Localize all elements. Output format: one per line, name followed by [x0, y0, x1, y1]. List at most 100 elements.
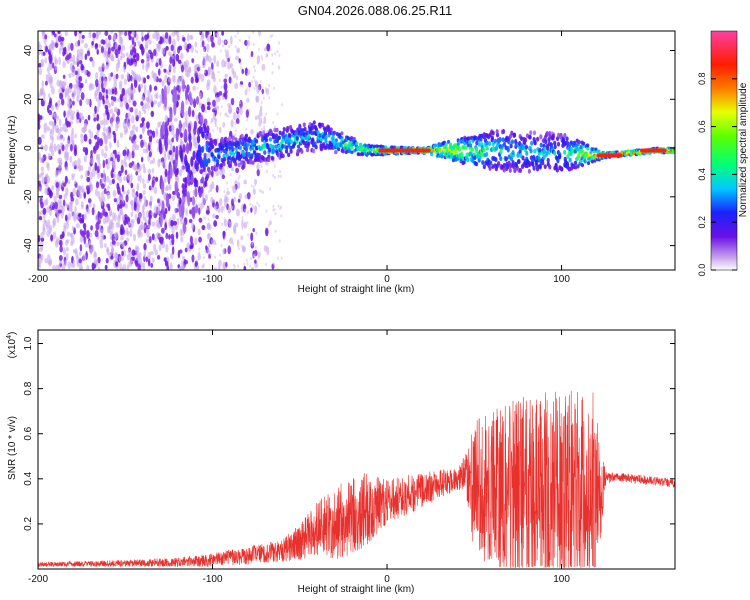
spectrogram-noise-blob: [44, 57, 48, 64]
spectrogram-noise-blob: [110, 46, 115, 52]
spectrogram-noise-blob: [254, 259, 257, 264]
spectrogram-faint-dot: [258, 122, 261, 126]
spectrogram-band-blob: [516, 152, 520, 158]
spectrogram-noise-blob: [92, 32, 97, 39]
spectrogram-noise-blob: [63, 225, 67, 234]
spectrogram-faint-dot: [273, 164, 276, 168]
spectrogram-noise-blob: [105, 158, 108, 165]
spectrogram-faint-dot: [245, 127, 248, 131]
snr-x-label: Height of straight line (km): [298, 584, 415, 595]
spectrogram-noise-blob: [176, 94, 180, 101]
spectrogram-band-blob: [305, 147, 310, 153]
spectrogram-band-blob: [469, 143, 473, 148]
spectrogram-noise-blob: [110, 248, 114, 255]
spectrogram-noise-blob: [143, 87, 147, 96]
spectrogram-noise-blob: [95, 43, 98, 48]
spectrogram-noise-blob: [49, 80, 53, 89]
spectrogram-noise-blob: [83, 213, 87, 220]
spectrogram-band-blob: [248, 160, 253, 165]
spectrogram-noise-blob: [80, 39, 85, 44]
spectrogram-band-blob: [272, 148, 276, 154]
spectrogram-noise-blob: [191, 222, 195, 230]
spectrogram-faint-dot: [244, 208, 247, 212]
spectrogram-noise-blob: [55, 105, 59, 111]
spectrogram-faint-dot: [265, 54, 268, 58]
spectrogram-band-blob: [289, 149, 293, 154]
spectrogram-noise-blob: [241, 218, 244, 228]
spectrogram-noise-blob: [157, 68, 161, 76]
spectrogram-noise-blob: [48, 120, 53, 126]
spectrogram-noise-blob: [58, 209, 62, 214]
spectrogram-noise-blob: [89, 248, 93, 255]
spectrogram-noise-blob: [95, 78, 99, 88]
spectrogram-faint-dot: [214, 242, 217, 246]
spectrogram-noise-blob: [168, 64, 173, 71]
spectrogram-noise-blob: [48, 93, 51, 99]
spectrogram-noise-blob: [84, 123, 88, 128]
spectrogram-noise-blob: [41, 99, 45, 107]
spectrogram-noise-blob: [164, 222, 168, 231]
spectrogram-noise-blob: [135, 200, 139, 205]
spectrogram-noise-blob: [180, 260, 184, 267]
spectrogram-noise-blob: [75, 198, 79, 206]
spectrogram-band-blob: [190, 174, 194, 185]
spectrogram-faint-dot: [274, 212, 277, 216]
spectrogram-band-blob: [286, 126, 290, 131]
spectrogram-noise-blob: [199, 168, 204, 174]
spectrogram-faint-dot: [225, 57, 228, 62]
spectrogram-band-blob: [159, 212, 163, 228]
spectrogram-noise-blob: [45, 73, 49, 81]
spectrogram-noise-blob: [76, 95, 80, 103]
spectrogram-faint-dot: [218, 253, 221, 257]
spectrogram-band-blob: [514, 162, 519, 168]
spectrogram-band-blob: [215, 162, 220, 167]
spectrogram-noise-blob: [257, 114, 260, 120]
spectrogram-noise-blob: [108, 102, 112, 109]
spectrogram-noise-blob: [157, 101, 161, 108]
spectrogram-noise-blob: [153, 100, 158, 105]
spectrogram-noise-blob: [127, 173, 131, 181]
spectrogram-noise-blob: [55, 127, 60, 133]
spectrogram-band-blob: [569, 140, 574, 145]
spectrogram-band-blob: [182, 221, 187, 234]
spectrogram-band-blob: [488, 165, 492, 171]
spectrogram-noise-blob: [136, 183, 140, 192]
spectrogram-noise-blob: [102, 196, 106, 203]
spectrogram-band-blob: [553, 144, 557, 150]
spectrogram-noise-blob: [218, 126, 222, 134]
spectrogram-noise-blob: [157, 158, 161, 168]
spectrogram-noise-blob: [57, 35, 62, 43]
spectrogram-noise-blob: [67, 99, 72, 108]
spectrogram-noise-blob: [130, 259, 133, 267]
spectrogram-noise-blob: [147, 257, 151, 267]
spectrogram-noise-blob: [56, 115, 60, 121]
spectrogram-noise-blob: [38, 67, 43, 76]
spectrogram-faint-dot: [224, 266, 227, 270]
spectrogram-faint-dot: [271, 34, 274, 38]
spectrogram-noise-blob: [215, 214, 219, 219]
spectrogram-noise-blob: [78, 164, 81, 172]
spectrogram-noise-blob: [67, 46, 71, 52]
spectrogram-band-blob: [563, 156, 567, 162]
spectrogram-noise-blob: [178, 266, 182, 270]
spectrogram-band-blob: [195, 96, 200, 105]
spectrogram-faint-dot: [202, 263, 205, 267]
spectrogram-noise-blob: [266, 43, 271, 52]
spectrogram-band-blob: [493, 138, 497, 144]
spectrogram-faint-dot: [278, 239, 281, 243]
spectrogram-noise-blob: [133, 80, 138, 88]
spectrogram-faint-dot: [265, 88, 268, 92]
spectrogram-noise-blob: [98, 43, 102, 49]
spectrogram-noise-blob: [235, 118, 240, 125]
spectrogram-noise-blob: [177, 59, 182, 64]
spectrogram-noise-blob: [54, 65, 58, 71]
spectrogram-noise-blob: [83, 155, 87, 163]
spectrogram-noise-blob: [224, 73, 228, 78]
spectrogram-noise-blob: [168, 77, 172, 83]
spectrogram-band-blob: [546, 157, 550, 163]
spectrogram-noise-blob: [159, 121, 162, 127]
spectrogram-noise-blob: [86, 265, 90, 270]
spectrogram-noise-blob: [172, 58, 176, 67]
spectrogram-noise-blob: [54, 56, 57, 65]
spectrogram-noise-blob: [50, 201, 54, 207]
